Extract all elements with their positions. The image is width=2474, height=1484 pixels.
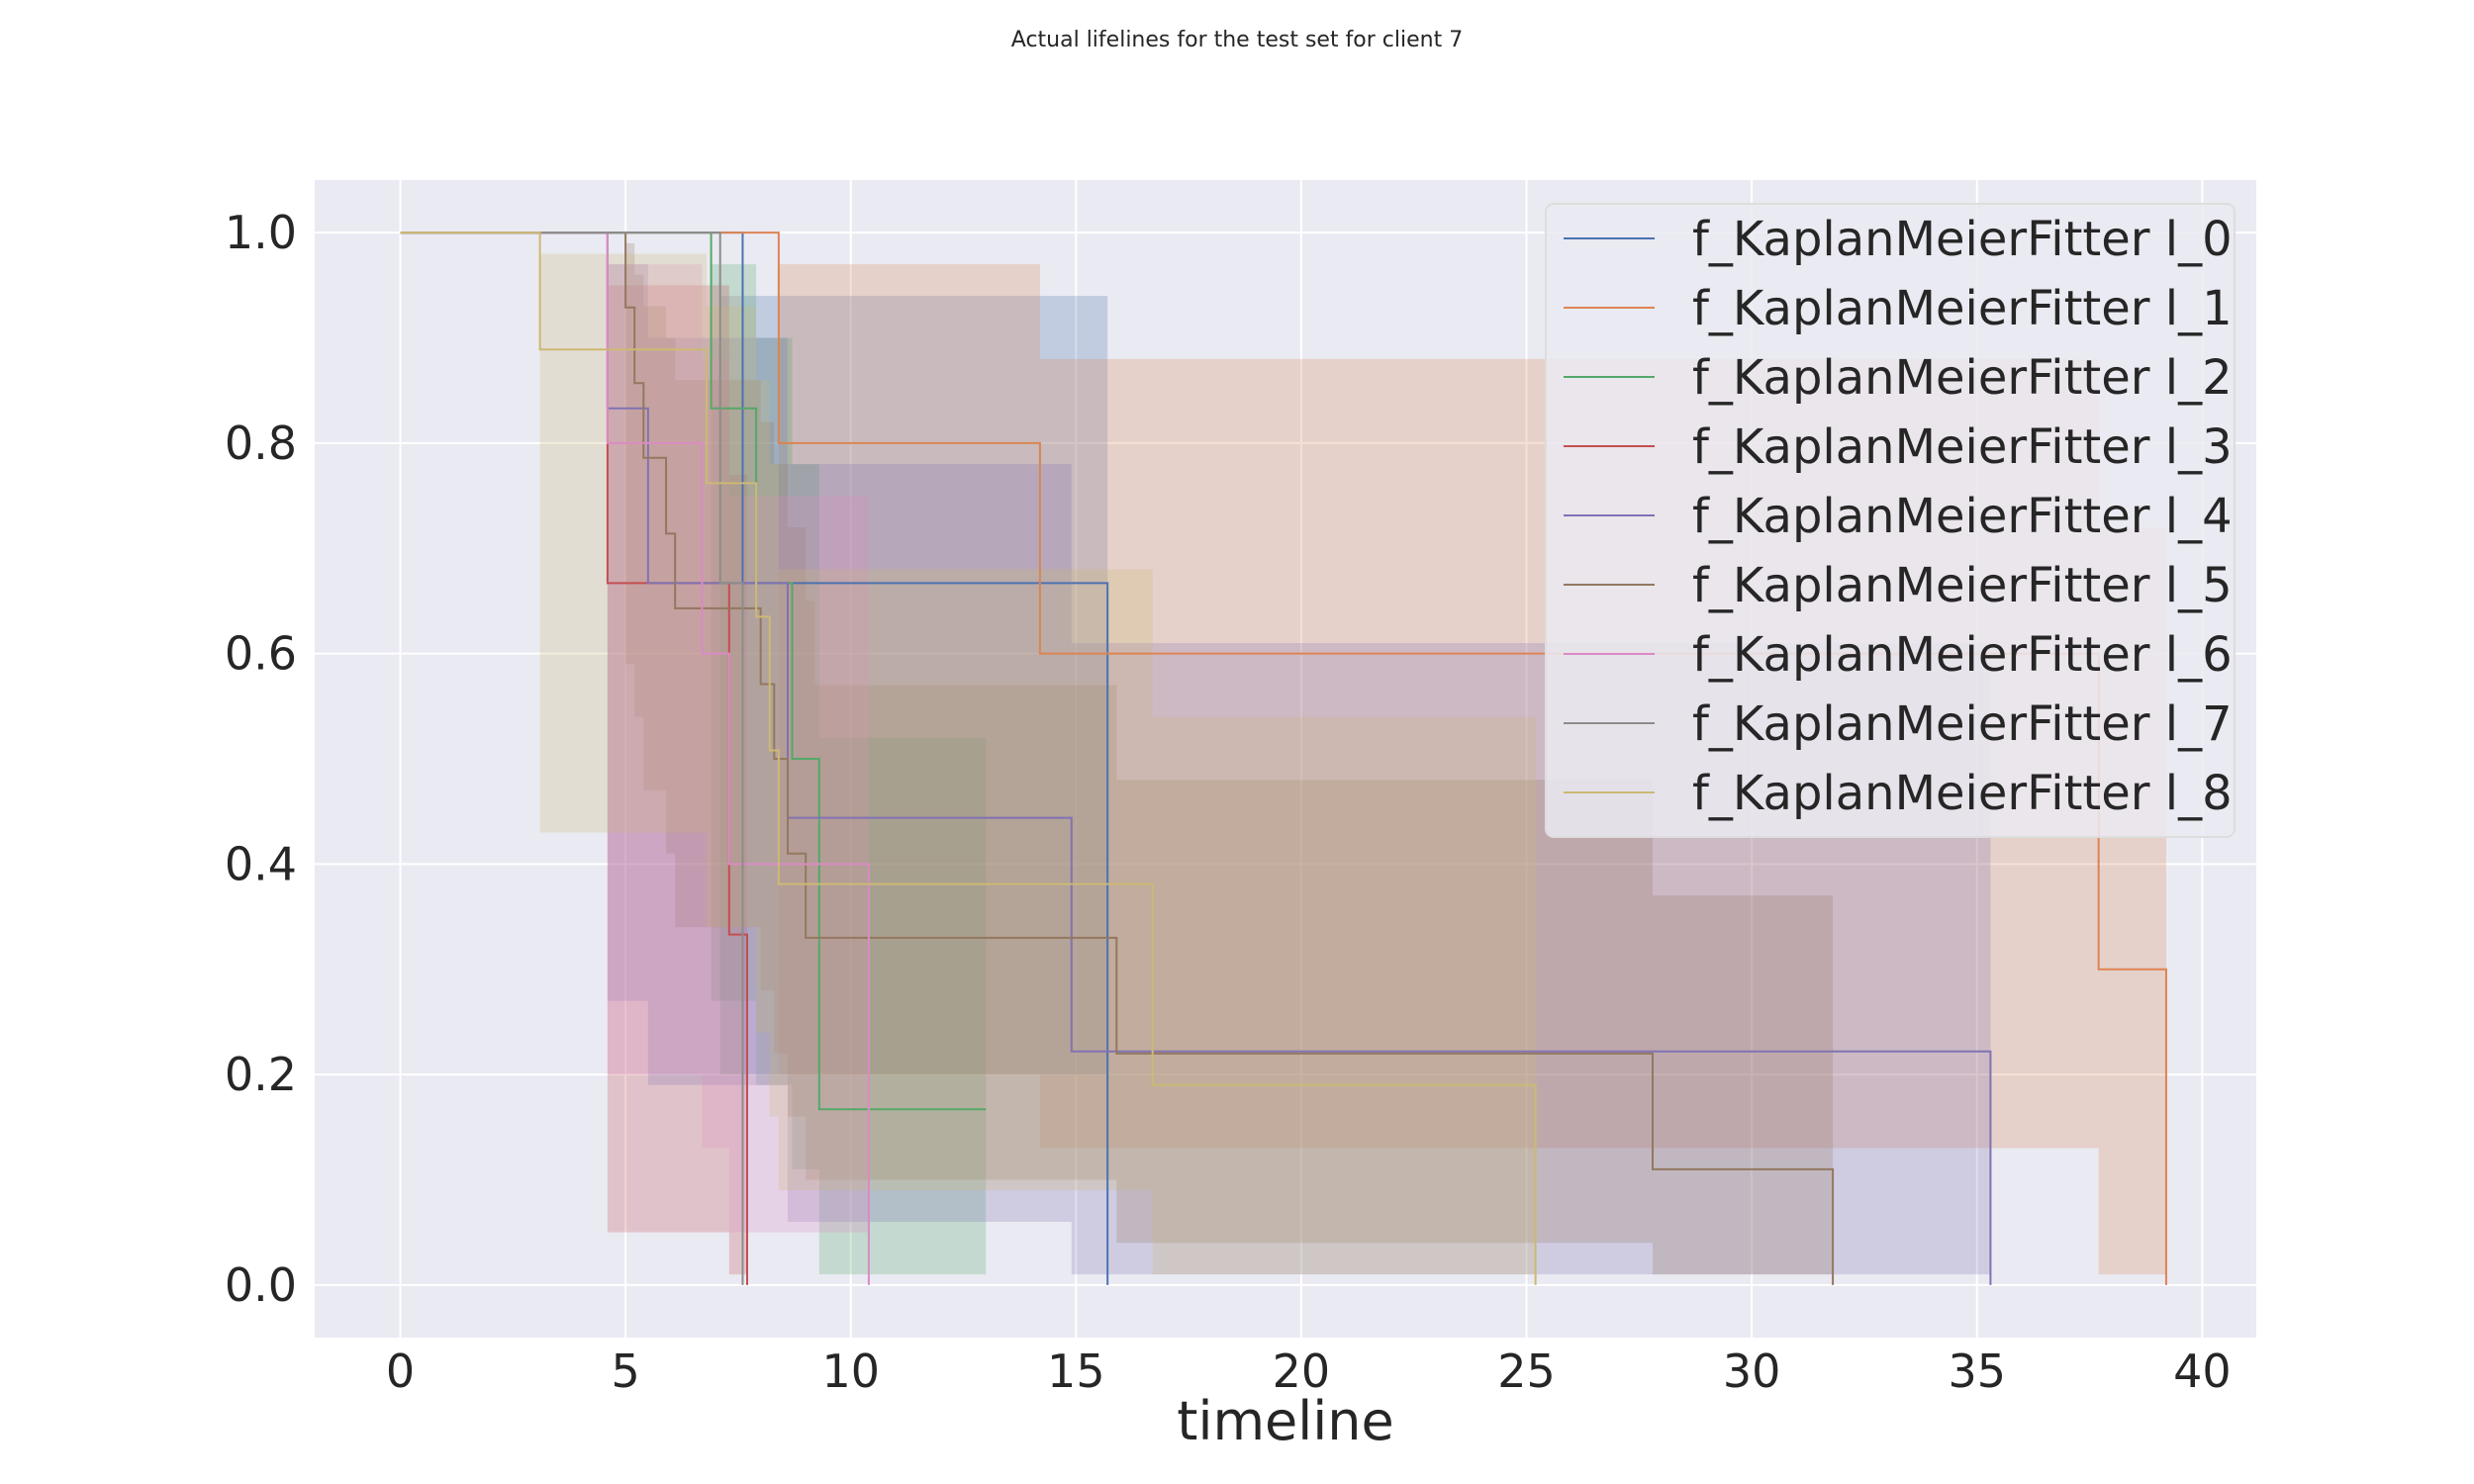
confidence-band-8 [400, 232, 1536, 1285]
legend: f_KaplanMeierFitter l_0 f_KaplanMeierFitt… [1545, 203, 2236, 838]
legend-label-0: f_KaplanMeierFitter l_0 [1692, 212, 2233, 267]
y-tick-label: 0.8 [225, 417, 297, 470]
y-tick-label: 0.4 [225, 837, 297, 890]
legend-label-7: f_KaplanMeierFitter l_7 [1692, 696, 2233, 752]
legend-label-3: f_KaplanMeierFitter l_3 [1692, 419, 2233, 475]
x-tick-label: 40 [2173, 1345, 2232, 1398]
legend-box [1545, 203, 2236, 838]
y-tick-label: 0.2 [225, 1048, 297, 1101]
x-axis-ticks: 0 5 10 15 20 25 30 35 40 [386, 1345, 2232, 1398]
x-tick-label: 5 [611, 1345, 639, 1398]
y-tick-label: 0.0 [225, 1258, 297, 1312]
legend-label-4: f_KaplanMeierFitter l_4 [1692, 489, 2233, 544]
x-tick-label: 25 [1497, 1345, 1556, 1398]
survival-line-6 [400, 232, 870, 1285]
chart-title: Actual lifelines for the test set for cl… [1011, 28, 1463, 52]
confidence-bands [400, 232, 2166, 1285]
y-axis-ticks: 0.0 0.2 0.4 0.6 0.8 1.0 [225, 206, 297, 1312]
y-tick-label: 1.0 [225, 206, 297, 259]
legend-label-6: f_KaplanMeierFitter l_6 [1692, 627, 2233, 683]
confidence-band-2 [400, 232, 987, 1275]
legend-label-2: f_KaplanMeierFitter l_2 [1692, 350, 2233, 406]
survival-line-1 [400, 232, 2167, 1285]
x-tick-label: 0 [386, 1345, 415, 1398]
confidence-band-6 [400, 232, 869, 1285]
legend-label-8: f_KaplanMeierFitter l_8 [1692, 766, 2233, 821]
x-axis-label: timeline [1177, 1390, 1393, 1452]
survival-line-5 [400, 232, 1835, 1285]
survival-lines [400, 232, 2167, 1285]
legend-label-5: f_KaplanMeierFitter l_5 [1692, 558, 2233, 613]
x-tick-label: 20 [1273, 1345, 1331, 1398]
survival-line-7 [400, 232, 744, 1285]
x-tick-label: 35 [1948, 1345, 2006, 1398]
confidence-band-5 [400, 232, 1834, 1285]
legend-label-1: f_KaplanMeierFitter l_1 [1692, 281, 2233, 336]
x-tick-label: 10 [821, 1345, 880, 1398]
confidence-band-4 [400, 232, 1991, 1285]
confidence-band-3 [400, 232, 748, 1285]
x-tick-label: 15 [1047, 1345, 1105, 1398]
x-tick-label: 30 [1723, 1345, 1781, 1398]
survival-line-8 [400, 232, 1537, 1285]
confidence-band-0 [400, 232, 1108, 1285]
y-tick-label: 0.6 [225, 627, 297, 681]
